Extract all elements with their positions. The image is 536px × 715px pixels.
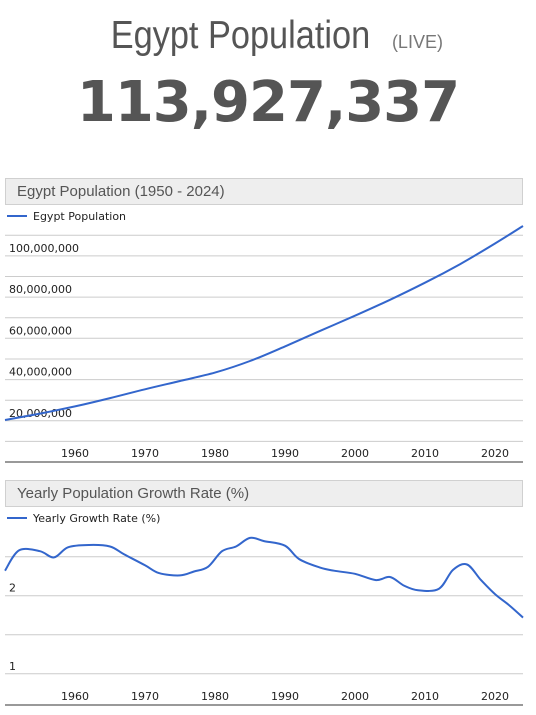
page-title: Egypt Population (LIVE)	[0, 14, 536, 58]
data-point	[424, 282, 426, 284]
data-point	[214, 371, 216, 373]
y-tick-label: 100,000,000	[9, 242, 79, 255]
x-tick-label: 1960	[61, 690, 89, 703]
data-point	[466, 563, 468, 565]
y-tick-label: 80,000,000	[9, 283, 72, 296]
data-point	[508, 604, 510, 606]
data-point	[39, 550, 41, 552]
data-point	[39, 412, 41, 414]
population-chart: 20,000,00040,000,00060,000,00080,000,000…	[4, 210, 524, 463]
x-tick-label: 1990	[271, 447, 299, 460]
x-tick-label: 1980	[201, 447, 229, 460]
x-tick-label: 2010	[411, 447, 439, 460]
data-point	[109, 397, 111, 399]
y-tick-label: 2	[9, 582, 16, 595]
data-point	[522, 225, 524, 227]
population-chart-heading: Egypt Population (1950 - 2024)	[5, 178, 523, 205]
x-tick-label: 2020	[481, 447, 509, 460]
data-point	[144, 388, 146, 390]
x-tick-label: 2020	[481, 690, 509, 703]
data-point	[207, 566, 209, 568]
data-point	[249, 537, 251, 539]
data-point	[67, 546, 69, 548]
page-title-text: Egypt Population	[110, 14, 371, 57]
series-line	[4, 536, 524, 619]
legend-label: Yearly Growth Rate (%)	[32, 512, 160, 525]
data-point	[284, 545, 286, 547]
growth-chart: 1 2 1960 1970 1980 1990 2000 2010 2020 Yearly Gro…	[4, 512, 524, 706]
x-tick-label: 1960	[61, 447, 89, 460]
data-point	[298, 558, 300, 560]
data-point	[494, 593, 496, 595]
data-point	[249, 360, 251, 362]
x-tick-label: 1970	[131, 690, 159, 703]
data-point	[88, 544, 90, 546]
data-point	[158, 572, 160, 574]
data-point	[263, 540, 265, 542]
data-point	[333, 570, 335, 572]
x-tick-label: 1990	[271, 690, 299, 703]
data-point	[109, 545, 111, 547]
data-point	[389, 576, 391, 578]
live-label: (LIVE)	[391, 32, 443, 52]
data-point	[375, 579, 377, 581]
data-point	[354, 315, 356, 317]
data-point	[235, 545, 237, 547]
population-counter: 113,927,337	[76, 70, 460, 135]
y-tick-label: 40,000,000	[9, 366, 72, 379]
data-point	[403, 584, 405, 586]
data-point	[389, 299, 391, 301]
legend-label: Egypt Population	[33, 210, 126, 223]
data-point	[193, 570, 195, 572]
data-point	[123, 553, 125, 555]
data-point	[284, 345, 286, 347]
data-point	[74, 405, 76, 407]
x-tick-label: 2010	[411, 690, 439, 703]
x-tick-label: 2000	[341, 690, 369, 703]
y-tick-label: 1	[9, 660, 16, 673]
data-point	[459, 263, 461, 265]
data-point	[221, 550, 223, 552]
data-point	[18, 549, 20, 551]
data-point	[417, 589, 419, 591]
data-point	[438, 588, 440, 590]
data-point	[179, 574, 181, 576]
data-point	[144, 564, 146, 566]
x-tick-label: 1970	[131, 447, 159, 460]
x-tick-label: 1980	[201, 690, 229, 703]
data-point	[480, 579, 482, 581]
data-point	[452, 569, 454, 571]
data-point	[319, 566, 321, 568]
x-tick-label: 2000	[341, 447, 369, 460]
data-point	[319, 330, 321, 332]
data-point	[522, 616, 524, 618]
growth-chart-heading: Yearly Population Growth Rate (%)	[5, 480, 523, 507]
data-point	[53, 556, 55, 558]
y-tick-label: 60,000,000	[9, 324, 72, 337]
data-point	[494, 242, 496, 244]
data-point	[179, 380, 181, 382]
series-line	[4, 225, 524, 421]
data-point	[4, 570, 6, 572]
data-point	[4, 419, 6, 421]
data-point	[354, 573, 356, 575]
